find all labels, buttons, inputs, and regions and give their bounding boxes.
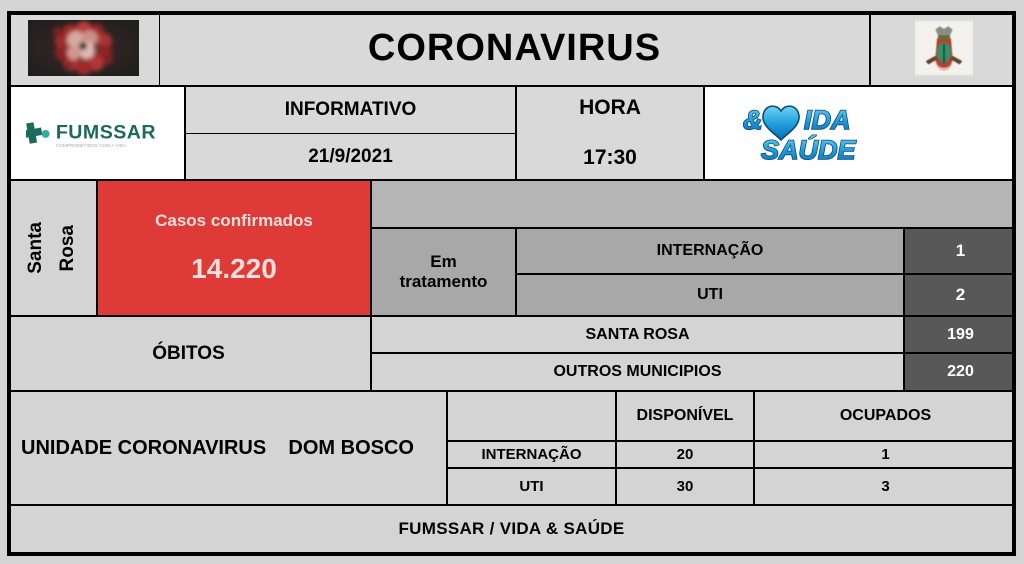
svg-text:SAÚDE: SAÚDE — [761, 134, 857, 165]
svg-text:&: & — [743, 105, 763, 135]
svg-text:FUMSSAR: FUMSSAR — [55, 122, 155, 144]
svg-text:COMPROMETIDOS COM A VIDA: COMPROMETIDOS COM A VIDA — [55, 143, 126, 148]
svg-text:IDA: IDA — [804, 105, 851, 135]
